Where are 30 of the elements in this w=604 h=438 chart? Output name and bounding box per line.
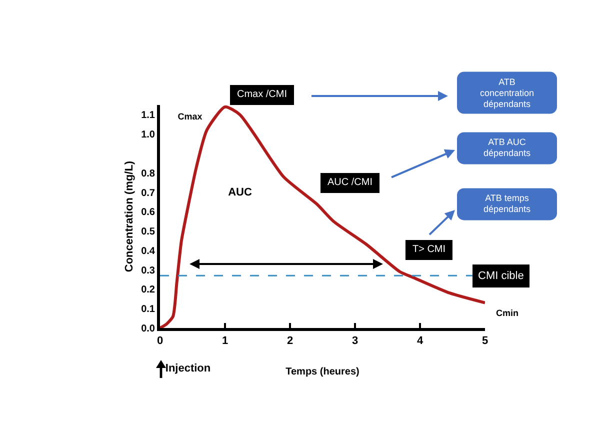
annotation: AUC: [228, 186, 252, 200]
label-box: ATB concentration dépendants: [457, 72, 557, 114]
label-box: T> CMI: [405, 240, 453, 260]
x-axis-title: Temps (heures): [286, 366, 360, 378]
y-tick-label: 0.2: [141, 284, 156, 296]
x-tick-label: 5: [482, 335, 488, 348]
annotation: Cmin: [496, 308, 518, 318]
y-tick-label: 0.4: [141, 246, 156, 257]
label-box: ATB temps dépendants: [457, 188, 557, 220]
y-tick-label: 0.7: [141, 188, 156, 199]
label-box: ATB AUC dépendants: [457, 132, 557, 164]
label-box: Cmax /CMI: [230, 85, 294, 105]
y-tick-label: 1.0: [141, 130, 156, 141]
y-tick-label: 0.3: [141, 265, 156, 276]
y-axis-title: Concentration (mg/L): [124, 160, 136, 272]
ref-line-label: CMI cible: [478, 270, 524, 282]
y-tick-label: 1.1: [141, 110, 156, 122]
x-tick-label: 2: [286, 335, 294, 348]
y-tick-label: 0.0: [141, 324, 156, 334]
y-tick-label: 0.5: [141, 226, 156, 238]
y-tick-label: 0.8: [141, 168, 156, 180]
y-tick-label: 0.1: [141, 304, 156, 316]
text: Injection: [165, 362, 211, 376]
x-tick-label: 0: [156, 335, 164, 348]
x-tick-label: 4: [416, 335, 424, 348]
x-tick-label: 1: [222, 335, 228, 348]
annotation: Cmax: [178, 112, 202, 122]
label-box: AUC /CMI: [320, 173, 380, 193]
x-tick-label: 3: [352, 335, 358, 348]
y-tick-label: 0.6: [141, 207, 156, 218]
